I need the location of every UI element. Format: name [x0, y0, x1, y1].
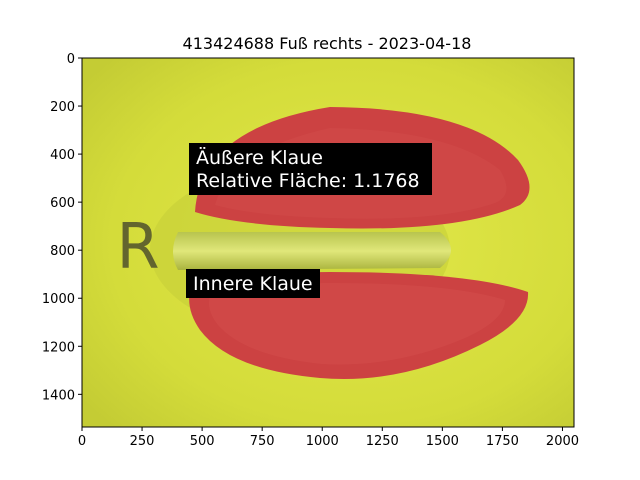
x-tick-label: 1250	[366, 434, 399, 449]
y-tick-label: 1200	[42, 340, 75, 355]
y-tick-label: 400	[50, 148, 75, 163]
outer-claw-label-box	[189, 143, 432, 195]
outer-claw-label: Äußere Klaue	[196, 146, 323, 169]
y-tick-label: 0	[67, 52, 75, 67]
y-axis: 0 200 400 600 800 1000 1200 1400	[42, 52, 82, 403]
y-tick-label: 600	[50, 196, 75, 211]
y-tick-label: 1400	[42, 388, 75, 403]
axes-frame	[81, 57, 575, 428]
inner-claw-label-box	[186, 269, 320, 298]
x-tick-label: 1750	[486, 434, 519, 449]
marker-letter: R	[116, 210, 159, 283]
y-tick-label: 200	[50, 100, 75, 115]
x-axis: 0 250 500 750 1000 1250 1500 1750 2000	[78, 427, 579, 449]
inner-claw-sole	[209, 283, 505, 365]
x-tick-label: 2000	[546, 434, 579, 449]
x-tick-label: 500	[190, 434, 215, 449]
inner-claw-label: Innere Klaue	[193, 273, 313, 295]
figure-title: 413424688 Fuß rechts - 2023-04-18	[183, 34, 472, 53]
x-tick-label: 0	[78, 434, 86, 449]
x-tick-label: 1500	[426, 434, 459, 449]
outer-claw-area-label: Relative Fläche: 1.1768	[196, 170, 420, 192]
y-tick-label: 1000	[42, 292, 75, 307]
x-tick-label: 750	[250, 434, 275, 449]
y-tick-label: 800	[50, 244, 75, 259]
x-tick-label: 1000	[306, 434, 339, 449]
foot-image: R Äußere Klaue Relative Fläche: 1.1768 I…	[82, 58, 574, 427]
interdigital-bridge	[173, 232, 451, 270]
x-tick-label: 250	[130, 434, 155, 449]
